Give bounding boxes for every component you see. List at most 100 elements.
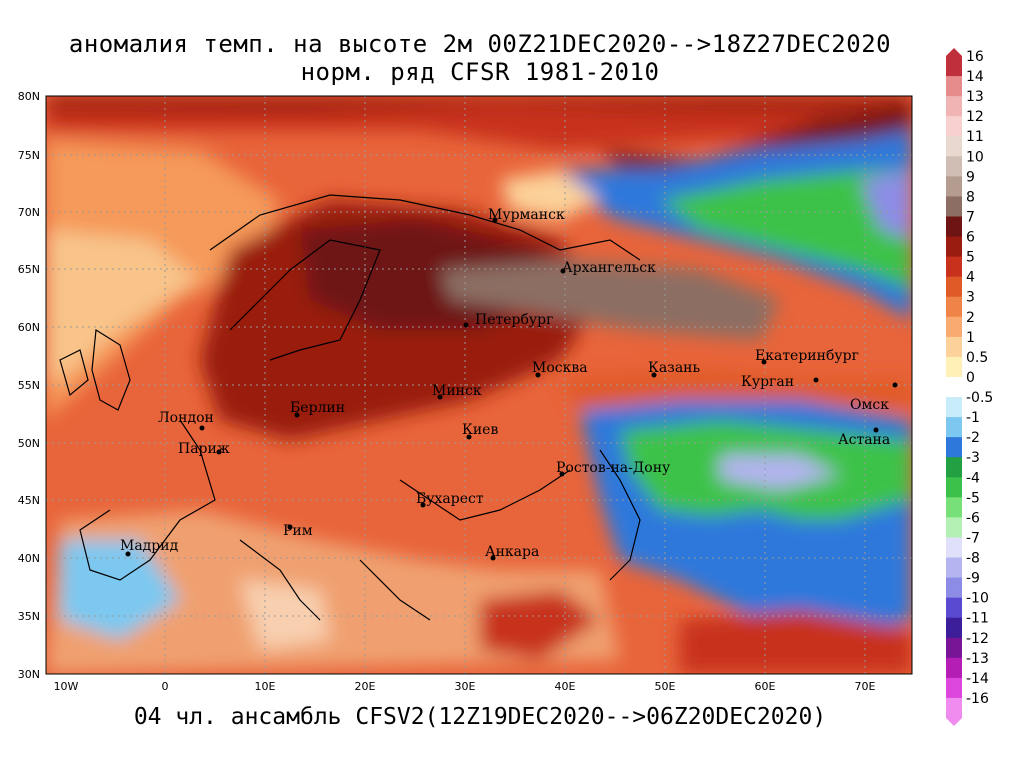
lat-label: 55N (18, 379, 40, 392)
ensemble-footer: 04 чл. ансамбль CFSV2(12Z19DEC2020-->06Z… (133, 704, 827, 730)
lat-label: 45N (18, 494, 40, 507)
colorbar-swatch (946, 156, 962, 177)
colorbar-label: 8 (966, 189, 975, 205)
colorbar-swatch (946, 76, 962, 97)
city-marker (490, 555, 496, 561)
city-marker (492, 217, 498, 223)
colorbar-label: 6 (966, 230, 975, 246)
colorbar-swatch (946, 336, 962, 358)
city-marker (560, 268, 566, 274)
anomaly-map: 80N 75N 70N 65N 60N 55N 50N 45N 40N 35N … (18, 90, 913, 693)
city-marker (761, 359, 767, 365)
colorbar-label: 0 (966, 370, 975, 386)
lat-label: 50N (18, 437, 40, 450)
colorbar-label: 3 (966, 290, 975, 306)
city-label: Бухарест (416, 491, 484, 507)
title-line-2: норм. ряд CFSR 1981-2010 (300, 58, 660, 86)
colorbar-swatch (946, 176, 962, 197)
colorbar-label: 16 (966, 49, 984, 65)
colorbar-label: -9 (966, 571, 980, 587)
colorbar-label: 5 (966, 250, 975, 266)
temperature-field (46, 96, 912, 674)
lat-label: 65N (18, 263, 40, 276)
coastlines (59, 194, 641, 621)
city-marker (437, 394, 443, 400)
lat-label: 60N (18, 321, 40, 334)
city-label: Лондон (158, 410, 214, 426)
colorbar-swatch (946, 577, 962, 599)
colorbar-label: -10 (966, 591, 989, 607)
colorbar-label: -6 (966, 510, 980, 526)
city-label: Киев (462, 422, 498, 438)
colorbar-label: -13 (966, 651, 989, 667)
colorbar-label: -8 (966, 551, 980, 567)
gridlines (46, 96, 912, 674)
city-marker (892, 382, 898, 388)
city-label: Омск (850, 397, 889, 413)
colorbar-swatch (946, 477, 962, 498)
lat-label: 75N (18, 149, 40, 162)
lat-label: 70N (18, 206, 40, 219)
colorbar-label: -4 (966, 470, 980, 486)
city-label: Берлин (290, 400, 345, 416)
colorbar-swatch (946, 296, 962, 318)
colorbar-label: 9 (966, 169, 975, 185)
city-label: Мадрид (120, 538, 179, 554)
latitude-labels: 80N 75N 70N 65N 60N 55N 50N 45N 40N 35N … (18, 90, 40, 681)
title-line-1: аномалия темп. на высоте 2м 00Z21DEC2020… (68, 30, 892, 58)
lon-label: 20E (355, 680, 376, 693)
colorbar-swatch (946, 617, 962, 639)
city-label: Екатеринбург (755, 348, 859, 364)
colorbar-label: -2 (966, 430, 980, 446)
colorbar-swatch (946, 316, 962, 338)
colorbar-label: 11 (966, 129, 984, 145)
colorbar-label: -7 (966, 530, 980, 546)
colorbar-swatch (946, 256, 962, 278)
colorbar-label: 14 (966, 69, 984, 85)
city-label: Астана (838, 432, 890, 448)
city-marker (125, 551, 131, 557)
colorbar-swatch (946, 657, 962, 679)
city-label: Москва (532, 360, 588, 376)
longitude-labels: 10W 0 10E 20E 30E 40E 50E 60E 70E (54, 680, 876, 693)
colorbar-swatch (946, 677, 962, 699)
city-marker (466, 434, 472, 440)
colorbar-swatch (946, 376, 962, 398)
colorbar-swatch (946, 356, 962, 378)
lon-label: 50E (655, 680, 676, 693)
colorbar-label: -3 (966, 450, 980, 466)
colorbar-swatch (946, 457, 962, 478)
city-labels: Мурманск Архангельск Петербург Москва Ка… (120, 207, 898, 561)
colorbar-label: 0.5 (966, 350, 988, 366)
city-label: Париж (178, 441, 230, 457)
colorbar-swatch (946, 437, 962, 458)
colorbar-label: -11 (966, 611, 989, 627)
city-label: Рим (283, 523, 313, 539)
colorbar-label: -16 (966, 691, 989, 707)
city-label: Ростов-на-Дону (556, 460, 671, 476)
colorbar-label: 2 (966, 310, 975, 326)
city-marker (199, 425, 205, 431)
city-label: Курган (741, 374, 794, 390)
colorbar-swatch (946, 96, 962, 117)
colorbar-swatch (946, 56, 962, 77)
lon-label: 30E (455, 680, 476, 693)
lat-label: 35N (18, 610, 40, 623)
map-frame (45, 95, 913, 675)
colorbar-swatch (946, 597, 962, 619)
colorbar-legend: 16 14 13 12 11 10 9 8 7 6 5 4 3 2 1 0.5 0 -0.5 -1 -2 -3 -4 -5 -… (946, 48, 993, 726)
city-label: Казань (648, 360, 700, 376)
city-label: Анкара (485, 544, 539, 560)
colorbar-arrow-down (946, 718, 962, 726)
city-label: Архангельск (562, 260, 656, 276)
city-label: Минск (432, 383, 482, 399)
lon-label: 10E (255, 680, 276, 693)
colorbar-label: -12 (966, 631, 989, 647)
lon-label: 60E (755, 680, 776, 693)
city-marker (420, 502, 426, 508)
lon-label: 0 (162, 680, 169, 693)
colorbar-arrow-up (946, 48, 962, 56)
colorbar-label: 4 (966, 270, 975, 286)
city-marker (463, 322, 469, 328)
city-marker (287, 524, 293, 530)
